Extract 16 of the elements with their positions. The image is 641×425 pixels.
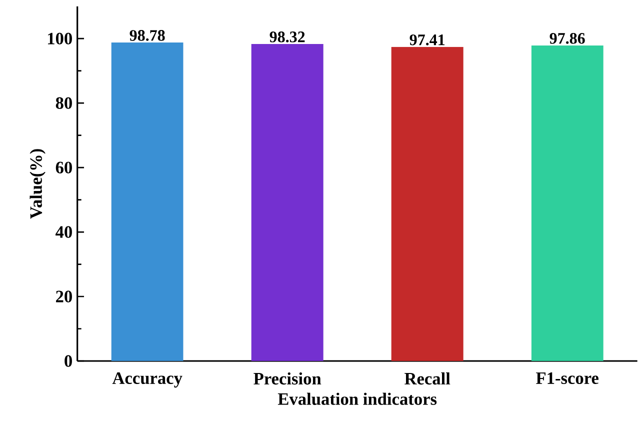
data-label: 98.32 [270, 32, 305, 42]
y-tick-label: 20 [56, 290, 72, 302]
y-tick-label: 80 [56, 97, 72, 109]
y-tick-label: 40 [56, 226, 72, 238]
x-tick-label: Recall [404, 372, 450, 385]
y-tick-label: 60 [56, 162, 72, 174]
data-label: 98.78 [130, 30, 165, 41]
x-tick-label: F1-score [536, 372, 598, 384]
x-tick-label: Accuracy [112, 372, 182, 388]
x-tick-label: Precision [254, 372, 322, 385]
y-tick-label: 100 [48, 32, 72, 44]
x-axis-title: Evaluation indicators [278, 392, 437, 405]
y-axis-title: Value(%) [30, 149, 46, 219]
y-tick-label: 0 [64, 355, 72, 367]
data-label: 97.41 [410, 34, 445, 46]
data-label: 97.86 [550, 33, 585, 44]
